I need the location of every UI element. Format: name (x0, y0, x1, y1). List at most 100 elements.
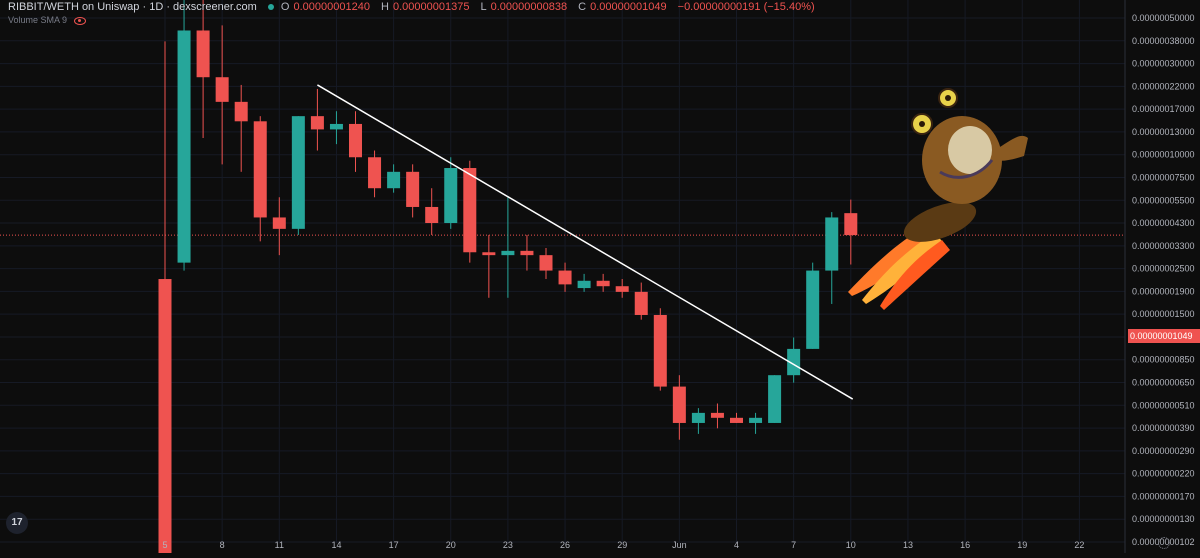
candle-body (310, 116, 324, 130)
candle (825, 212, 839, 304)
candle-body (615, 286, 629, 292)
ohlc-open: O 0.00000001240 (280, 1, 370, 13)
candle-body (844, 213, 858, 236)
candle (615, 279, 629, 298)
candle-body (825, 217, 839, 271)
trendline (317, 84, 854, 400)
candle-body (291, 116, 305, 229)
candle (444, 157, 458, 229)
time-axis: 5 8 11 14 17 20 23 26 29 Jun 4 7 10 13 16 19 22 (162, 540, 1084, 550)
candle (577, 273, 591, 292)
candle (806, 262, 820, 349)
y-tick-label: 0.00000000390 (1132, 423, 1195, 433)
candle-body (520, 250, 534, 256)
x-tick-label: 8 (220, 540, 225, 550)
volume-indicator-label: Volume SMA 9 (8, 15, 68, 25)
x-tick-label: 4 (734, 540, 739, 550)
y-tick-label: 0.00000030000 (1132, 59, 1195, 69)
candle-body (272, 217, 286, 229)
candle (691, 408, 705, 434)
ohlc-close: C 0.00000001049 (578, 1, 667, 13)
flame-shape (848, 224, 940, 296)
rocket-body (903, 202, 977, 242)
frog-belly (948, 126, 992, 174)
candle-body (368, 157, 382, 189)
y-tick-label: 0.00000000650 (1132, 378, 1195, 388)
candle-body (539, 255, 553, 271)
y-tick-label: 0.00000000510 (1132, 400, 1195, 410)
y-tick-label: 0.00000000220 (1132, 469, 1195, 479)
candle (291, 116, 305, 235)
candle (768, 375, 782, 423)
y-tick-label: 0.00000017000 (1132, 104, 1195, 114)
candle (634, 282, 648, 320)
candle (234, 84, 248, 172)
x-tick-label: 29 (617, 540, 627, 550)
eye-slash-icon[interactable] (73, 16, 86, 25)
candle-body (196, 30, 210, 78)
x-tick-label: 26 (560, 540, 570, 550)
y-tick-label: 0.00000050000 (1132, 13, 1195, 23)
candle-body (329, 123, 343, 130)
y-tick-label: 0.00000010000 (1132, 150, 1195, 160)
x-tick-label: 17 (389, 540, 399, 550)
live-dot-icon (267, 4, 274, 11)
candle-body (653, 314, 667, 387)
x-tick-label: 7 (791, 540, 796, 550)
frog-arm (995, 135, 1028, 161)
chart-header: RIBBIT/WETH on Uniswap · 1D · dexscreene… (8, 0, 819, 14)
price-change: −0.00000000191 (−15.40%) (677, 1, 815, 13)
candle (196, 0, 210, 139)
candle (253, 116, 267, 242)
y-tick-label: 0.00000002500 (1132, 264, 1195, 274)
candle-body (425, 206, 439, 224)
y-tick-label: 0.00000005500 (1132, 195, 1195, 205)
candle-body (406, 171, 420, 207)
price-axis: 0.00000050000 0.00000038000 0.00000030000 0… (1124, 0, 1195, 553)
candle-body (234, 101, 248, 122)
y-tick-label: 0.00000004300 (1132, 218, 1195, 228)
candle-body (787, 348, 801, 376)
y-tick-label: 0.00000000290 (1132, 446, 1195, 456)
tradingview-logo[interactable]: 17 (6, 512, 28, 534)
y-tick-label: 0.00000003300 (1132, 241, 1195, 251)
candle (272, 197, 286, 256)
gear-icon[interactable] (1158, 537, 1170, 549)
candle-body (482, 252, 496, 256)
candle (501, 197, 515, 298)
candle-body (691, 412, 705, 423)
y-tick-label: 0.00000000170 (1132, 491, 1195, 501)
candle-body (444, 168, 458, 224)
x-tick-label: 11 (275, 540, 284, 550)
candle-body (710, 412, 724, 418)
candle (215, 25, 229, 165)
candle (596, 273, 610, 292)
candle (329, 111, 343, 145)
volume-indicator-row[interactable]: Volume SMA 9 (8, 14, 86, 26)
candle-body (596, 280, 610, 287)
candle (368, 150, 382, 198)
candle-body (501, 250, 515, 256)
candle (730, 412, 743, 423)
y-tick-label: 0.00000000850 (1132, 355, 1195, 365)
x-tick-label: 13 (903, 540, 913, 550)
candle-body (577, 280, 591, 289)
candle (158, 41, 172, 557)
candle-body (349, 123, 362, 158)
candle (749, 412, 763, 434)
candle-body (158, 279, 172, 557)
candle-body (387, 171, 401, 189)
candle-body (215, 77, 229, 102)
trendline-layer (317, 84, 854, 400)
candle (672, 375, 686, 440)
flame-shape (880, 240, 950, 310)
x-tick-label: 14 (331, 540, 341, 550)
ohlc-low: L 0.00000000838 (480, 1, 568, 13)
rocket-frog-illustration (848, 88, 1028, 310)
frog-collar (939, 159, 994, 179)
ohlc-high: H 0.00000001375 (381, 1, 470, 13)
candle-body (806, 270, 820, 349)
last-price-label: 0.00000001049 (1128, 329, 1200, 343)
